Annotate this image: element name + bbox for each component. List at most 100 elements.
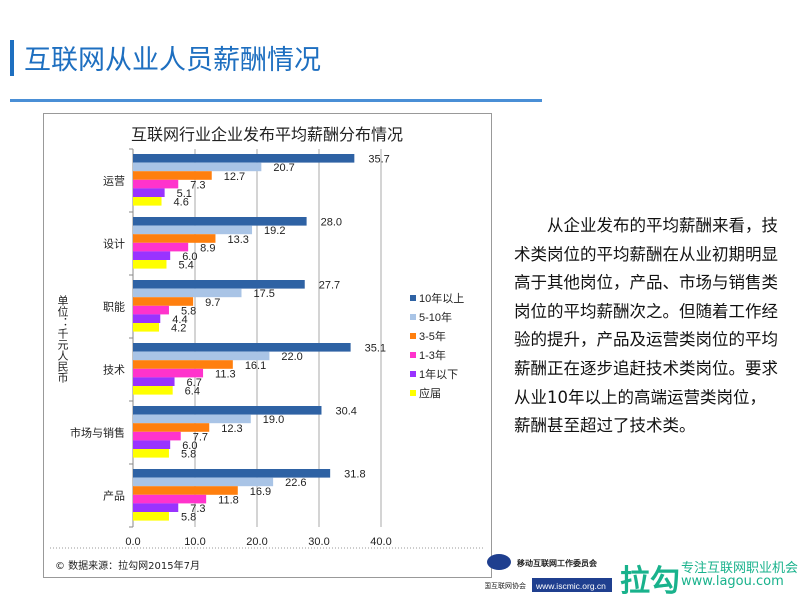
legend-swatch <box>410 314 416 320</box>
header-divider <box>10 99 542 102</box>
chart-title: 互联网行业企业发布平均薪酬分布情况 <box>131 126 403 144</box>
bar <box>133 469 331 478</box>
bar <box>133 225 253 235</box>
data-label: 35.1 <box>365 343 386 355</box>
legend-label: 10年以上 <box>419 291 464 305</box>
data-label: 19.0 <box>263 414 284 426</box>
header-accent-bar <box>10 40 14 76</box>
category-label: 产品 <box>103 489 125 503</box>
bar <box>133 351 270 361</box>
bar <box>133 477 274 487</box>
data-label: 22.6 <box>285 477 306 489</box>
lagou-slogan: 专注互联网职业机会 <box>681 561 799 576</box>
iscmic-emblem-icon <box>487 554 511 570</box>
data-label: 9.7 <box>205 297 220 309</box>
iscmic-url: www.iscmic.org.cn <box>535 581 606 591</box>
bar <box>133 512 169 521</box>
bar <box>133 423 210 432</box>
iscmic-logo: 移动互联网工作委员会 中国互联网协会 www.iscmic.org.cn <box>485 554 612 592</box>
bar <box>133 494 207 504</box>
bar <box>133 234 216 243</box>
bar <box>133 343 351 352</box>
category-label: 运营 <box>103 174 125 188</box>
bar <box>133 188 165 197</box>
x-tick-label: 10.0 <box>184 536 205 548</box>
category-label: 市场与销售 <box>70 426 125 440</box>
legend-swatch <box>410 352 416 358</box>
data-label: 5.8 <box>181 305 196 317</box>
data-label: 4.4 <box>172 314 187 326</box>
iscmic-org: 中国互联网协会 <box>485 581 526 590</box>
data-label: 35.7 <box>368 154 389 166</box>
bar <box>133 314 161 323</box>
bar <box>133 360 233 369</box>
data-source: © 数据来源：拉勾网2015年7月 <box>55 561 200 572</box>
bar <box>133 154 355 163</box>
iscmic-name: 移动互联网工作委员会 <box>517 558 597 568</box>
legend-swatch <box>410 390 416 396</box>
data-label: 5.8 <box>181 449 196 461</box>
legend-label: 1-3年 <box>419 348 446 362</box>
bar <box>133 251 171 260</box>
data-label: 8.9 <box>200 242 215 254</box>
legend-label: 3-5年 <box>419 329 446 343</box>
data-label: 17.5 <box>254 288 275 300</box>
data-label: 6.4 <box>185 386 200 398</box>
data-label: 6.7 <box>187 377 202 389</box>
data-label: 13.3 <box>227 234 248 246</box>
bar <box>133 406 322 415</box>
bar <box>133 179 179 189</box>
category-label: 技术 <box>103 364 125 377</box>
data-label: 19.2 <box>264 225 285 237</box>
data-label: 30.4 <box>335 406 356 418</box>
bar <box>133 305 169 315</box>
data-label: 7.3 <box>190 503 205 515</box>
bar <box>133 414 251 424</box>
data-label: 6.0 <box>182 251 197 263</box>
data-label: 5.8 <box>181 512 196 524</box>
data-label: 28.0 <box>321 217 342 229</box>
lagou-url: www.lagou.com <box>681 574 784 589</box>
bar <box>133 297 194 306</box>
bar <box>133 197 162 206</box>
commentary-text: 从企业发布的平均薪酬来看，技术类岗位的平均薪酬在从业初期明显高于其他岗位，产品、… <box>514 216 778 436</box>
legend-label: 应届 <box>419 386 441 400</box>
bar <box>133 386 173 395</box>
data-label: 27.7 <box>319 280 340 292</box>
x-tick-label: 40.0 <box>370 536 391 548</box>
lagou-logo: 拉勾 <box>620 564 680 599</box>
page-title: 互联网从业人员薪酬情况 <box>24 45 321 76</box>
x-tick-label: 20.0 <box>246 536 267 548</box>
legend-swatch <box>410 333 416 339</box>
legend-label: 5-10年 <box>419 310 452 324</box>
bar <box>133 368 204 378</box>
category-label: 设计 <box>103 238 125 251</box>
legend-swatch <box>410 371 416 377</box>
category-label: 职能 <box>103 300 125 314</box>
data-label: 12.3 <box>221 423 242 435</box>
bar <box>133 171 212 180</box>
data-label: 16.9 <box>250 486 271 498</box>
legend-swatch <box>410 295 416 301</box>
x-tick-label: 30.0 <box>308 536 329 548</box>
data-label: 20.7 <box>273 162 294 174</box>
chart-frame <box>43 113 492 578</box>
data-label: 12.7 <box>224 171 245 183</box>
bar <box>133 440 171 449</box>
bar <box>133 280 305 289</box>
data-label: 31.8 <box>344 469 365 481</box>
x-tick-label: 0.0 <box>125 536 140 548</box>
y-axis-label: 单位：千元人民币 <box>56 295 69 384</box>
data-label: 7.3 <box>190 179 205 191</box>
bar <box>133 503 179 512</box>
data-label: 6.0 <box>182 440 197 452</box>
data-label: 4.2 <box>171 323 186 335</box>
data-label: 5.1 <box>177 188 192 200</box>
data-label: 22.0 <box>281 351 302 363</box>
data-label: 5.4 <box>178 260 193 272</box>
data-label: 11.3 <box>215 368 236 380</box>
data-label: 7.7 <box>193 431 208 443</box>
bar <box>133 217 307 226</box>
bar <box>133 431 181 441</box>
